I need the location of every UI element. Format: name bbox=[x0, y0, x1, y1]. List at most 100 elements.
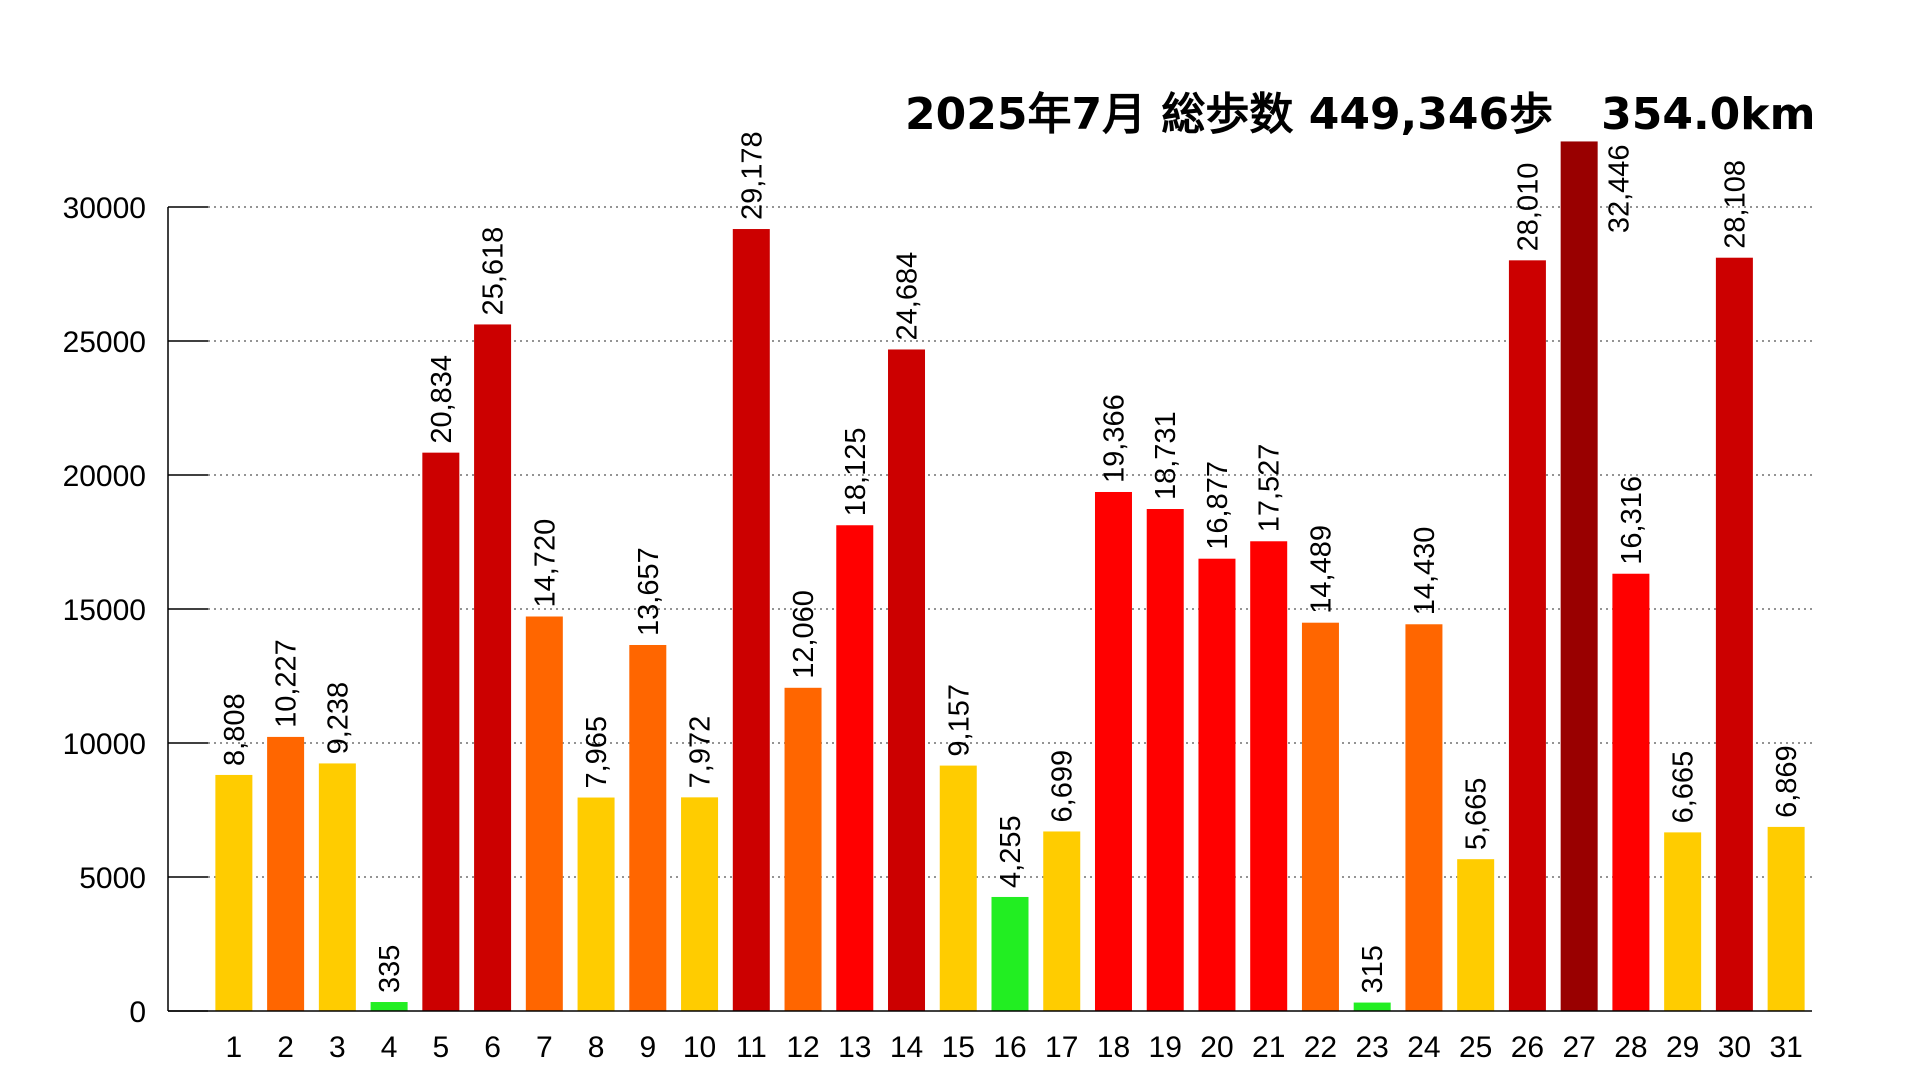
x-tick-label: 17 bbox=[1045, 1031, 1078, 1064]
x-tick-label: 31 bbox=[1769, 1031, 1802, 1064]
x-tick-label: 2 bbox=[277, 1031, 294, 1064]
bar-day-3 bbox=[318, 763, 356, 1011]
value-label: 32,446 bbox=[1604, 144, 1636, 233]
value-label: 18,125 bbox=[840, 428, 872, 517]
x-tick-label: 8 bbox=[588, 1031, 605, 1064]
value-label: 16,877 bbox=[1202, 461, 1234, 550]
x-tick-label: 23 bbox=[1356, 1031, 1389, 1064]
x-tick-label: 16 bbox=[993, 1031, 1026, 1064]
bar-day-11 bbox=[732, 229, 770, 1011]
x-tick-label: 18 bbox=[1097, 1031, 1130, 1064]
x-tick-label: 30 bbox=[1718, 1031, 1751, 1064]
y-tick-label: 15000 bbox=[63, 594, 146, 627]
x-tick-label: 25 bbox=[1459, 1031, 1492, 1064]
bar-day-9 bbox=[629, 644, 667, 1011]
value-label: 28,108 bbox=[1719, 160, 1751, 249]
y-tick-label: 0 bbox=[129, 996, 146, 1029]
value-label: 12,060 bbox=[788, 590, 820, 679]
y-axis: 0 5000 10000 15000 20000 25000 30000 bbox=[63, 192, 208, 1029]
bar-day-2 bbox=[267, 736, 305, 1011]
bar-day-6 bbox=[474, 324, 512, 1011]
value-label: 20,834 bbox=[426, 355, 458, 444]
x-tick-label: 26 bbox=[1511, 1031, 1544, 1064]
value-label: 9,157 bbox=[943, 684, 975, 757]
y-tick-label: 30000 bbox=[63, 192, 146, 225]
bar-day-27 bbox=[1560, 141, 1598, 1011]
bar-day-12 bbox=[784, 687, 822, 1011]
bar-day-26 bbox=[1508, 260, 1546, 1011]
bar-day-14 bbox=[888, 349, 926, 1011]
value-label: 29,178 bbox=[736, 131, 768, 220]
y-tick-label: 20000 bbox=[63, 460, 146, 493]
bar-day-29 bbox=[1664, 832, 1702, 1011]
bar-day-28 bbox=[1612, 573, 1650, 1011]
value-label: 13,657 bbox=[633, 547, 665, 636]
value-label: 315 bbox=[1357, 945, 1389, 993]
value-label: 19,366 bbox=[1098, 394, 1130, 483]
y-tick-label: 10000 bbox=[63, 728, 146, 761]
bar-day-24 bbox=[1405, 624, 1443, 1011]
y-tick-label: 25000 bbox=[63, 326, 146, 359]
x-tick-label: 9 bbox=[639, 1031, 656, 1064]
value-label: 25,618 bbox=[478, 227, 510, 316]
x-tick-label: 13 bbox=[838, 1031, 871, 1064]
value-label: 16,316 bbox=[1616, 476, 1648, 565]
value-label: 14,489 bbox=[1305, 525, 1337, 614]
title-steps: 2025年7月 総歩数 449,346歩 bbox=[905, 89, 1554, 140]
value-label: 10,227 bbox=[271, 639, 303, 728]
bar-day-18 bbox=[1094, 491, 1132, 1011]
value-label: 24,684 bbox=[892, 252, 924, 341]
x-tick-label: 1 bbox=[226, 1031, 243, 1064]
value-label: 28,010 bbox=[1512, 163, 1544, 252]
x-tick-label: 7 bbox=[536, 1031, 553, 1064]
bar-day-15 bbox=[939, 765, 977, 1011]
y-tick-label: 5000 bbox=[79, 862, 146, 895]
value-label: 335 bbox=[374, 945, 406, 993]
value-label: 7,965 bbox=[581, 716, 613, 789]
bar-day-19 bbox=[1146, 509, 1184, 1011]
bar-day-31 bbox=[1767, 826, 1805, 1011]
value-label: 8,808 bbox=[219, 693, 251, 766]
value-label: 17,527 bbox=[1254, 444, 1286, 533]
x-tick-label: 11 bbox=[736, 1031, 767, 1064]
value-label: 6,869 bbox=[1771, 745, 1803, 818]
bars bbox=[215, 141, 1805, 1012]
bar-day-1 bbox=[215, 774, 253, 1011]
bar-day-5 bbox=[422, 452, 460, 1011]
x-tick-label: 4 bbox=[381, 1031, 398, 1064]
value-label: 18,731 bbox=[1150, 411, 1182, 500]
chart-title: 2025年7月 総歩数 449,346歩 354.0km bbox=[905, 78, 1815, 142]
value-label: 7,972 bbox=[685, 716, 717, 789]
value-label: 14,720 bbox=[529, 519, 561, 608]
x-tick-label: 24 bbox=[1407, 1031, 1440, 1064]
x-tick-label: 21 bbox=[1252, 1031, 1285, 1064]
value-label: 9,238 bbox=[322, 682, 354, 755]
bar-day-21 bbox=[1250, 541, 1288, 1011]
bar-day-25 bbox=[1457, 859, 1495, 1011]
x-tick-label: 19 bbox=[1149, 1031, 1182, 1064]
bar-day-22 bbox=[1301, 622, 1339, 1011]
x-axis: 1 2 3 4 5 6 7 8 9 10 11 12 13 14 15 16 17 18 19 20 21 22 23 24 2… bbox=[168, 1010, 1812, 1064]
x-tick-label: 6 bbox=[484, 1031, 501, 1064]
x-tick-label: 14 bbox=[890, 1031, 923, 1064]
x-tick-label: 22 bbox=[1304, 1031, 1337, 1064]
bar-day-8 bbox=[577, 797, 615, 1011]
x-tick-label: 10 bbox=[683, 1031, 716, 1064]
value-label: 14,430 bbox=[1409, 527, 1441, 616]
value-label: 6,699 bbox=[1047, 750, 1079, 823]
bar-day-7 bbox=[525, 616, 563, 1011]
bar-day-30 bbox=[1715, 257, 1753, 1012]
bar-day-20 bbox=[1198, 558, 1236, 1011]
x-tick-label: 27 bbox=[1562, 1031, 1595, 1064]
data-labels: 8,808 10,227 9,238 335 20,834 25,618 14,720 7,9… bbox=[219, 131, 1803, 993]
x-tick-label: 29 bbox=[1666, 1031, 1699, 1064]
value-label: 4,255 bbox=[995, 815, 1027, 888]
x-tick-label: 20 bbox=[1200, 1031, 1233, 1064]
x-tick-label: 15 bbox=[942, 1031, 975, 1064]
value-label: 6,665 bbox=[1668, 751, 1700, 824]
value-label: 5,665 bbox=[1461, 778, 1493, 851]
title-distance: 354.0km bbox=[1601, 89, 1816, 140]
bar-day-23 bbox=[1353, 1002, 1391, 1011]
x-tick-label: 12 bbox=[786, 1031, 819, 1064]
